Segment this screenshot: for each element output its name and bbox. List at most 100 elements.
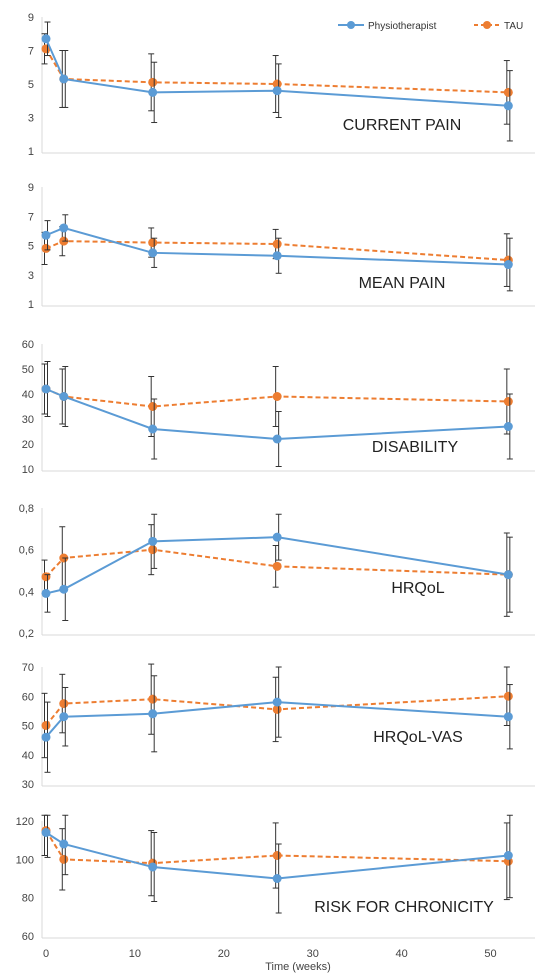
panel-2: 10 20 30 40 50 60 DISABILITY xyxy=(22,339,535,476)
y-tick-label: 60 xyxy=(22,931,34,943)
panel-title: CURRENT PAIN xyxy=(343,117,462,134)
data-point xyxy=(272,851,282,860)
series-tau xyxy=(41,663,513,759)
data-point xyxy=(503,422,513,431)
data-point xyxy=(41,230,51,240)
panel-title: HRQoL-VAS xyxy=(373,729,463,746)
legend-tau-marker xyxy=(483,21,491,29)
series-tau xyxy=(41,363,513,437)
y-tick-label: 50 xyxy=(22,721,34,733)
data-point xyxy=(148,424,158,434)
data-point xyxy=(503,87,513,97)
data-point xyxy=(59,712,69,722)
data-point xyxy=(272,251,282,261)
data-point xyxy=(148,694,158,704)
data-point xyxy=(59,223,69,233)
y-tick-label: 60 xyxy=(22,691,34,703)
series-tau xyxy=(41,33,513,125)
panel-1: 1 3 5 7 9 MEAN PAIN xyxy=(28,182,535,311)
data-point xyxy=(503,851,513,860)
data-point xyxy=(148,862,158,872)
panel-3: 0,2 0,4 0,6 0,8 HRQoL xyxy=(19,503,535,640)
series-line xyxy=(45,38,509,107)
chart-panels: 1 3 5 7 9 CURRENT PAIN 1 3 5 7 9 MEAN PAIN 10 20 30 40 5… xyxy=(16,12,535,943)
x-tick-label: 50 xyxy=(484,948,496,960)
data-point xyxy=(59,392,69,401)
data-point xyxy=(59,699,69,709)
y-tick-label: 80 xyxy=(22,893,34,905)
y-tick-label: 0,2 xyxy=(19,628,34,640)
y-tick-label: 3 xyxy=(28,270,34,282)
data-point xyxy=(41,243,51,253)
series-physiotherapist xyxy=(41,666,513,773)
y-tick-label: 40 xyxy=(22,750,34,762)
panel-0: 1 3 5 7 9 CURRENT PAIN xyxy=(28,12,535,158)
y-tick-label: 0,4 xyxy=(19,586,34,598)
panel-title: MEAN PAIN xyxy=(359,275,446,292)
series-physiotherapist xyxy=(41,814,513,914)
data-point xyxy=(272,434,282,444)
data-point xyxy=(503,570,513,580)
y-tick-label: 70 xyxy=(22,662,34,674)
panel-5: 60 80 100 120 RISK FOR CHRONICITY xyxy=(16,814,535,943)
data-point xyxy=(503,712,513,722)
y-tick-label: 40 xyxy=(22,389,34,401)
data-point xyxy=(41,44,51,54)
series-physiotherapist xyxy=(41,21,513,142)
data-point xyxy=(272,874,282,883)
data-point xyxy=(272,532,282,542)
data-point xyxy=(272,697,282,707)
y-tick-label: 0,8 xyxy=(19,503,34,515)
panel-title: RISK FOR CHRONICITY xyxy=(314,899,494,916)
x-axis-label: Time (weeks) xyxy=(265,961,331,973)
data-point xyxy=(148,77,158,87)
data-point xyxy=(272,561,282,571)
y-tick-label: 7 xyxy=(28,211,34,223)
data-point xyxy=(59,854,69,864)
y-tick-label: 0,6 xyxy=(19,545,34,557)
x-tick-label: 40 xyxy=(396,948,408,960)
panel-4: 30 40 50 60 70 HRQoL-VAS xyxy=(22,662,535,791)
y-tick-label: 60 xyxy=(22,339,34,351)
data-point xyxy=(41,828,51,837)
x-tick-label: 30 xyxy=(307,948,319,960)
data-point xyxy=(148,87,158,97)
y-tick-label: 120 xyxy=(16,816,34,828)
data-point xyxy=(59,584,69,594)
data-point xyxy=(41,732,51,742)
data-point xyxy=(59,74,69,84)
data-point xyxy=(41,588,51,598)
data-point xyxy=(41,572,51,582)
data-point xyxy=(148,402,158,411)
x-tick-label: 10 xyxy=(129,948,141,960)
panel-title: DISABILITY xyxy=(372,439,459,456)
x-tick-label: 20 xyxy=(218,948,230,960)
y-tick-label: 20 xyxy=(22,439,34,451)
y-tick-label: 10 xyxy=(22,464,34,476)
data-point xyxy=(59,839,69,849)
data-point xyxy=(272,79,282,89)
y-tick-label: 1 xyxy=(28,146,34,158)
y-tick-label: 30 xyxy=(22,779,34,791)
y-tick-label: 100 xyxy=(16,854,34,866)
data-point xyxy=(41,34,51,44)
data-point xyxy=(148,238,158,248)
legend-tau-label: TAU xyxy=(504,21,523,32)
y-tick-label: 9 xyxy=(28,182,34,194)
series-physiotherapist xyxy=(41,214,513,292)
data-point xyxy=(503,260,513,270)
y-tick-label: 5 xyxy=(28,79,34,91)
data-point xyxy=(503,101,513,111)
data-point xyxy=(272,704,282,714)
data-point xyxy=(148,545,158,555)
series-physiotherapist xyxy=(41,513,513,621)
series-physiotherapist xyxy=(41,361,513,467)
x-tick-label: 0 xyxy=(43,948,49,960)
data-point xyxy=(41,721,51,730)
x-axis: 0 10 20 30 40 50 xyxy=(43,948,497,960)
data-point xyxy=(148,248,158,258)
y-tick-label: 50 xyxy=(22,364,34,376)
series-line xyxy=(45,695,509,727)
legend: Physiotherapist TAU xyxy=(338,21,523,32)
